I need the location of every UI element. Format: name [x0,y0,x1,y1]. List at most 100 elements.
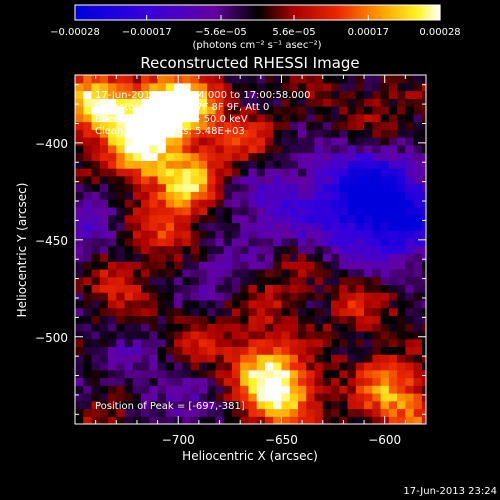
heatmap-cell [99,152,109,161]
heatmap-cell [182,222,192,231]
colorbar-cell [263,5,268,20]
heatmap-cell [347,222,357,231]
heatmap-cell [256,199,266,208]
heatmap-cell [322,152,332,161]
heatmap-cell [91,408,101,417]
heatmap-cell [248,152,258,161]
heatmap-cell [322,245,332,254]
heatmap-cell [331,113,340,123]
heatmap-cell [355,369,365,379]
heatmap-cell [421,75,426,84]
heatmap-cell [182,168,192,177]
heatmap-cell [297,121,307,130]
heatmap-cell [264,160,274,169]
heatmap-cell [149,346,159,355]
heatmap-cell [124,354,134,363]
heatmap-cell [141,276,150,285]
x-axis-tick-label: −700 [162,433,195,447]
colorbar-cell [342,5,347,20]
heatmap-cell [314,361,324,371]
heatmap-cell [174,168,183,177]
heatmap-cell [355,377,365,386]
heatmap-cell [421,315,426,324]
heatmap-cell [157,392,167,402]
heatmap-cell [306,199,316,208]
colorbar-cell [193,5,198,20]
heatmap-cell [388,315,398,324]
heatmap-cell [165,106,175,115]
heatmap-cell [157,144,167,154]
heatmap-cell [75,268,84,278]
heatmap-cell [108,400,117,410]
heatmap-cell [339,354,349,363]
heatmap-cell [207,307,216,317]
heatmap-cell [405,346,415,355]
heatmap-cell [83,160,93,169]
heatmap-cell [281,346,291,355]
heatmap-cell [182,268,192,278]
colorbar-cell [221,5,225,20]
heatmap-cell [116,377,126,386]
heatmap-cell [273,230,283,239]
heatmap-cell [99,90,109,99]
heatmap-cell [91,191,101,200]
heatmap-cell [380,392,390,402]
colorbar-cell [418,5,423,20]
heatmap-cell [108,113,117,123]
heatmap-cell [248,400,258,410]
heatmap-cell [256,152,266,161]
heatmap-cell [297,261,307,270]
heatmap-cell [231,323,241,332]
heatmap-cell [108,121,117,130]
heatmap-cell [364,175,373,185]
heatmap-cell [198,330,208,340]
heatmap-cell [141,175,150,185]
heatmap-cell [215,392,225,402]
heatmap-cell [99,385,109,394]
heatmap-cell [231,106,241,115]
heatmap-cell [322,168,332,177]
heatmap-cell [91,369,101,379]
heatmap-cell [149,168,159,177]
heatmap-cell [157,299,167,309]
heatmap-cell [421,106,426,115]
heatmap-cell [248,276,258,285]
heatmap-cell [75,137,84,146]
heatmap-cell [347,307,357,317]
heatmap-cell [99,75,109,84]
heatmap-cell [405,175,415,185]
heatmap-cell [141,230,150,239]
heatmap-cell [116,284,126,293]
heatmap-cell [108,168,117,177]
heatmap-cell [223,276,233,285]
heatmap-cell [339,361,349,371]
heatmap-cell [397,82,406,92]
heatmap-cell [380,191,390,200]
heatmap-cell [149,284,159,293]
heatmap-cell [281,183,291,192]
heatmap-cell [231,129,241,138]
heatmap-cell [306,392,316,402]
heatmap-cell [108,268,117,278]
heatmap-cell [223,183,233,192]
colorbar-cell [90,5,94,20]
heatmap-cell [190,206,200,216]
heatmap-cell [207,160,216,169]
heatmap-cell [91,121,101,130]
heatmap-cell [322,175,332,185]
heatmap-cell [75,191,84,200]
heatmap-cell [306,276,316,285]
heatmap-cell [231,385,241,394]
heatmap-cell [132,377,142,386]
heatmap-cell [231,214,241,223]
heatmap-cell [108,315,117,324]
heatmap-cell [322,98,332,107]
heatmap-cell [331,237,340,247]
heatmap-cell [190,299,200,309]
heatmap-cell [116,152,126,161]
heatmap-cell [157,284,167,293]
heatmap-cell [190,152,200,161]
heatmap-cell [256,261,266,270]
heatmap-cell [355,330,365,340]
heatmap-cell [207,354,216,363]
